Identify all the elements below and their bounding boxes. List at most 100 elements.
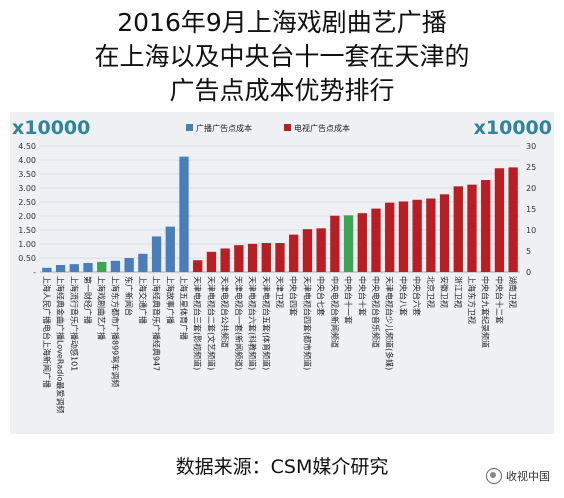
chart-background <box>10 112 554 434</box>
bar <box>165 226 175 272</box>
left-axis-tick-label: 3.00 <box>18 184 36 193</box>
legend-label: 电视广告点成本 <box>294 123 350 133</box>
bar <box>426 198 436 272</box>
bar <box>357 213 367 272</box>
data-source-footer: 数据来源：CSM媒介研究 <box>175 456 389 478</box>
bar-chart: x10000 x10000 广播广告点成本 电视广告点成本 - 0.50 1.00 1.50 2… <box>10 112 554 434</box>
x-axis-category-label: 上海经典金曲广播LoveRadio最爱调频 <box>56 276 66 413</box>
x-axis-category-label: 中央台十一套 <box>344 276 354 324</box>
x-axis-category-label: 上海经典音乐广播经典947 <box>152 276 162 371</box>
bar <box>453 186 463 272</box>
x-axis-category-label: 湖南卫视 <box>508 276 518 308</box>
bar <box>124 258 134 272</box>
wechat-logo-icon <box>486 468 502 484</box>
x-axis-category-label: 上海戏剧曲艺广播 <box>97 276 107 340</box>
bar <box>302 229 313 272</box>
bar <box>275 243 285 272</box>
x-axis-category-label: 东广新闻台 <box>124 276 134 316</box>
bar <box>193 260 203 272</box>
x-axis-category-label: 安徽卫视 <box>440 276 450 308</box>
legend-label: 广播广告点成本 <box>196 123 252 133</box>
x-axis-category-label: 上海五星体育广播 <box>179 276 189 340</box>
x-axis-category-label: 天津电视台一套(新闻频道) <box>234 276 244 370</box>
bar <box>385 202 395 272</box>
bar <box>206 251 217 272</box>
bar <box>467 184 477 272</box>
chart-title-line-2: 在上海以及中央台十一套在天津的 <box>94 42 470 71</box>
bar <box>138 253 148 272</box>
bar <box>234 245 244 272</box>
x-axis-category-label: 天津电视台四套(都市频道) <box>302 276 312 370</box>
bar <box>412 199 422 272</box>
right-axis-multiplier: x10000 <box>474 117 552 139</box>
left-axis-tick-label: 4.00 <box>18 156 36 165</box>
x-axis-category-label: 天津电视台少儿频道(多媒) <box>385 276 395 370</box>
x-axis-category-label: 第一财经广播 <box>83 276 93 324</box>
x-axis-category-label: 上海流行音乐广播动感101 <box>69 276 79 371</box>
bar <box>316 228 326 272</box>
left-axis-tick-label: 4.50 <box>18 142 36 151</box>
bar <box>220 248 230 272</box>
x-axis-category-label: 中央电视台新闻频道 <box>330 276 340 348</box>
x-axis-category-label: 上海人民广播电台上海新闻广播 <box>42 276 52 388</box>
bar <box>179 156 189 272</box>
left-axis-multiplier: x10000 <box>12 117 90 139</box>
bar <box>371 208 381 272</box>
left-axis-tick-label: 3.50 <box>18 170 36 179</box>
x-axis-category-label: 中央台十套 <box>357 276 367 316</box>
bar <box>343 215 354 272</box>
bar <box>83 263 93 272</box>
right-axis-tick-label: 20 <box>526 184 536 193</box>
bar <box>97 261 107 272</box>
chart-title-line-1: 2016年9月上海戏剧曲艺广播 <box>117 8 447 37</box>
right-axis-tick-label: 10 <box>526 226 536 235</box>
x-axis-category-label: 天津电视台公共频道 <box>220 276 230 348</box>
legend-swatch <box>186 124 193 131</box>
x-axis-category-label: 天津电视台二套(文艺频道) <box>206 276 216 370</box>
x-axis-category-label: 上海东方卫视 <box>467 276 477 324</box>
right-axis-tick-label: 15 <box>526 205 536 214</box>
x-axis-category-label: 北京卫视 <box>426 276 436 308</box>
x-axis-category-label: 中央台六套 <box>412 276 422 316</box>
right-axis-tick-label: 0 <box>526 268 531 277</box>
watermark: 收视中国 <box>486 468 550 484</box>
bar <box>439 194 450 272</box>
bar <box>494 168 505 272</box>
bar <box>330 215 340 272</box>
bar <box>55 265 66 272</box>
bar <box>398 201 409 272</box>
x-axis-category-label: 中央台四套 <box>289 276 299 316</box>
bar <box>481 180 491 272</box>
chart-title-line-3: 广告点成本优势排行 <box>169 76 395 105</box>
x-axis-category-label: 天津电视台三套(影视频道) <box>193 276 203 370</box>
x-axis-category-label: 天津电视台五套(体育频道) <box>261 276 271 370</box>
left-axis-tick-label: 2.50 <box>18 198 36 207</box>
bar <box>508 167 518 272</box>
left-axis-tick-label: 1.00 <box>18 240 36 249</box>
x-axis-category-label: 中央台八套 <box>398 276 408 316</box>
x-axis-category-label: 上海故事广播 <box>165 276 175 324</box>
bar <box>69 264 79 272</box>
legend-swatch <box>284 124 291 131</box>
x-axis-category-label: 天津卫视 <box>275 276 285 308</box>
bar <box>261 243 271 272</box>
right-axis-tick-label: 5 <box>526 247 531 256</box>
x-axis-category-label: 上海交通广播 <box>138 276 148 324</box>
bar <box>42 267 52 272</box>
left-axis-tick-label: 0.50 <box>18 254 36 263</box>
bar <box>151 236 162 272</box>
left-axis-tick-label: 2.00 <box>18 212 36 221</box>
left-axis-tick-label: 1.50 <box>18 226 36 235</box>
right-axis-tick-label: 25 <box>526 163 536 172</box>
bar <box>289 234 299 272</box>
x-axis-category-label: 浙江卫视 <box>453 276 463 308</box>
watermark-text: 收视中国 <box>506 470 550 483</box>
x-axis-category-label: 中央台七套 <box>316 276 326 316</box>
left-axis-tick-label: - <box>33 268 36 277</box>
bar <box>110 260 121 272</box>
x-axis-category-label: 中央电视台音乐频道 <box>371 276 381 348</box>
x-axis-category-label: 上海东方都市广播899驾车调频 <box>110 276 120 387</box>
right-axis-tick-label: 30 <box>526 142 536 151</box>
bar <box>247 243 258 272</box>
x-axis-category-label: 中央台十二套 <box>494 276 504 324</box>
